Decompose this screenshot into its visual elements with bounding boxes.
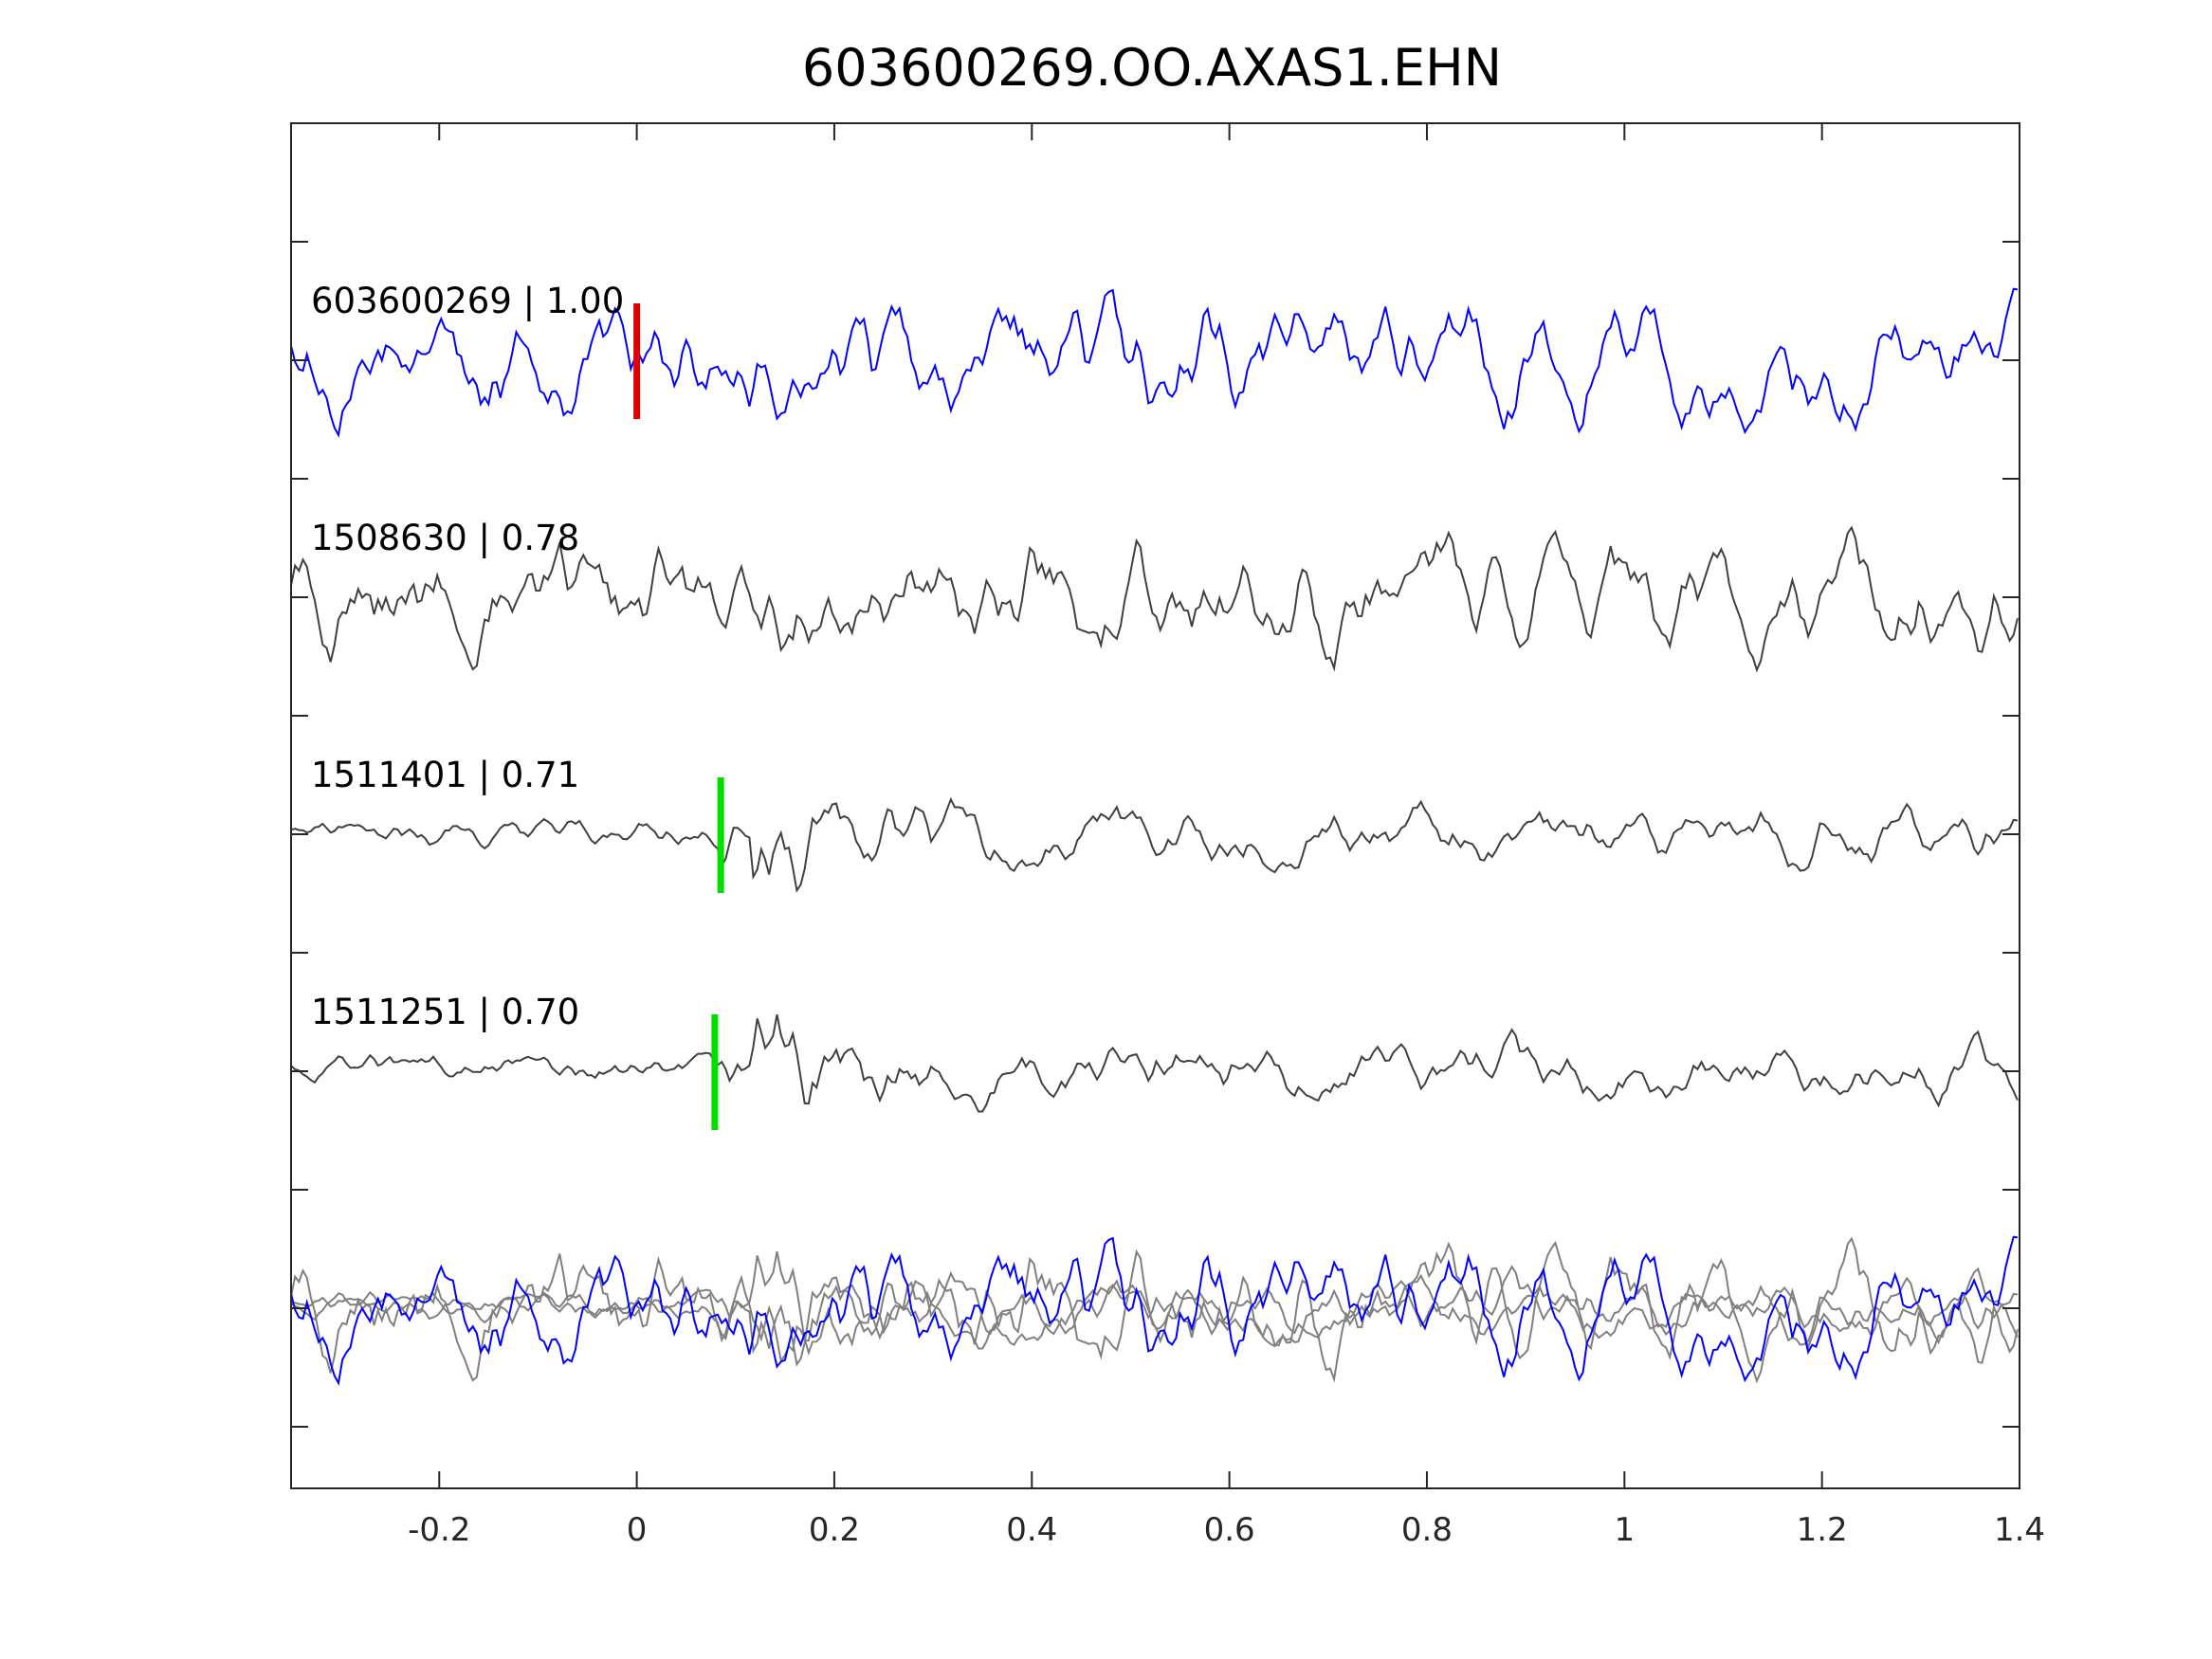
trace-label: 603600269 | 1.00 — [311, 281, 624, 321]
x-tick-label: 0.8 — [1401, 1511, 1453, 1549]
trace-labels: 603600269 | 1.00 1508630 | 0.78 1511401 | … — [311, 281, 624, 1032]
waveform-trace-1511401 — [290, 796, 2019, 893]
x-tick-label: 1 — [1614, 1511, 1635, 1549]
x-tick-label: 1.4 — [1994, 1511, 2045, 1549]
x-tick-label: 0.4 — [1006, 1511, 1057, 1549]
stacked-trace-1508630 — [290, 1236, 2019, 1384]
trace-label: 1508630 | 0.78 — [311, 518, 579, 558]
waveform-trace-1511251 — [290, 1014, 2019, 1113]
x-tick-label: 0.6 — [1204, 1511, 1255, 1549]
x-tick-label: 1.2 — [1797, 1511, 1848, 1549]
x-tick-label: -0.2 — [408, 1511, 470, 1549]
stacked-trace-603600269 — [290, 1235, 2019, 1386]
waveform-trace-603600269 — [290, 287, 2019, 438]
trace-label: 1511401 | 0.71 — [311, 755, 579, 795]
waveform-trace-1508630 — [290, 525, 2019, 673]
chart-title: 603600269.OO.AXAS1.EHN — [802, 38, 1502, 98]
axis-ticks: -0.2 0 0.2 0.4 0.6 0.8 1 1.2 1.4 — [291, 123, 2045, 1549]
plot-area — [290, 287, 2019, 1386]
axes-box — [290, 122, 2020, 1489]
trace-label: 1511251 | 0.70 — [311, 992, 579, 1032]
x-tick-label: 0 — [627, 1511, 648, 1549]
x-tick-label: 0.2 — [809, 1511, 860, 1549]
stacked-trace-1511251 — [290, 1251, 2019, 1350]
